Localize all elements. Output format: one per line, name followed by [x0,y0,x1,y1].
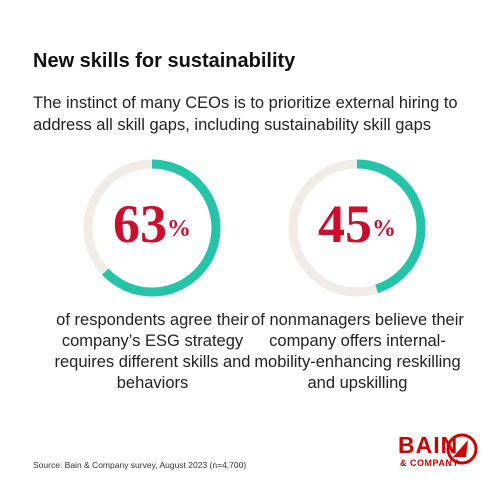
source: Source: Bain & Company survey, August 20… [33,460,247,470]
title: New skills for sustainability [33,50,296,72]
caption: of respondents agree their company’s ESG… [54,311,251,392]
value-label: 45% [318,194,396,254]
value-label: 63% [113,194,191,254]
subtitle: The instinct of many CEOs is to prioriti… [33,94,458,134]
caption: of nonmanagers believe their company off… [251,311,464,392]
logo-icon [446,433,478,465]
ring-arc [288,159,426,297]
ring-arc [83,159,221,297]
logo-name: BAIN [398,432,459,458]
logo-sub: & COMPANY [400,458,459,468]
